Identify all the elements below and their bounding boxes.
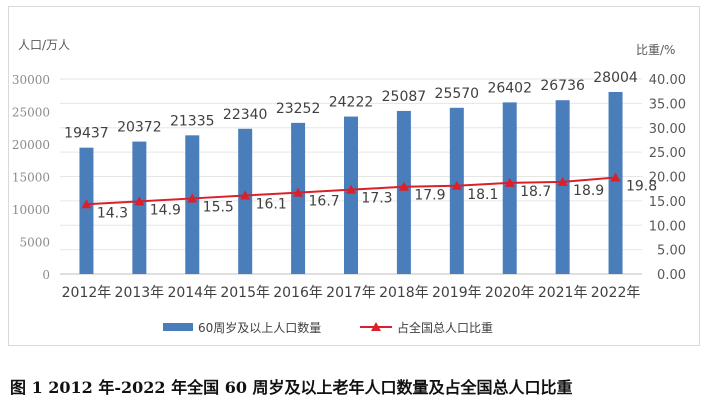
line-marker [81, 199, 92, 209]
left-tick-label: 25000 [12, 106, 50, 120]
bar [449, 107, 464, 274]
line-marker [610, 172, 621, 182]
bar [132, 141, 147, 274]
bar [291, 122, 306, 274]
bar-data-label: 19437 [64, 126, 109, 142]
bar-data-label: 21335 [170, 113, 215, 129]
x-tick-label: 2013年 [115, 285, 165, 301]
line-marker [240, 190, 251, 200]
line-marker [293, 187, 304, 197]
chart-frame [8, 6, 700, 346]
line-data-label: 18.1 [467, 187, 498, 203]
bar-data-label: 26736 [540, 78, 585, 94]
line-marker [134, 196, 145, 206]
legend-line-marker [371, 322, 381, 331]
line-marker [504, 177, 515, 187]
x-tick-label: 2018年 [379, 285, 429, 301]
line-data-label: 14.9 [150, 202, 181, 218]
left-tick-label: 30000 [12, 73, 50, 87]
legend-bar-label: 60周岁及以上人口数量 [198, 320, 321, 335]
bar-data-label: 24222 [329, 95, 374, 111]
x-tick-label: 2012年 [62, 285, 112, 301]
x-tick-label: 2019年 [432, 285, 482, 301]
bar-data-label: 22340 [223, 107, 268, 123]
line-data-label: 15.5 [203, 199, 234, 215]
x-tick-label: 2022年 [591, 285, 641, 301]
right-tick-label: 5.00 [657, 244, 686, 259]
legend-line-label: 占全国总人口比重 [397, 320, 493, 335]
bar-data-label: 25570 [435, 86, 480, 102]
bar-data-label: 26402 [487, 80, 532, 96]
left-tick-label: 0 [42, 268, 50, 282]
legend-bar-swatch [163, 323, 193, 331]
right-tick-label: 30.00 [649, 122, 686, 137]
line-marker [557, 176, 568, 186]
bar [608, 91, 623, 274]
line-data-label: 16.7 [309, 194, 340, 210]
right-tick-label: 35.00 [649, 97, 686, 112]
line-data-label: 18.9 [573, 183, 604, 199]
line-data-label: 16.1 [256, 197, 287, 213]
right-axis-title: 比重/% [636, 43, 675, 57]
bar-data-label: 28004 [593, 70, 638, 86]
bar [344, 116, 358, 274]
line-data-label: 19.8 [626, 178, 657, 194]
bar [555, 100, 570, 274]
right-tick-label: 0.00 [657, 268, 686, 283]
bar-data-label: 25087 [382, 89, 427, 105]
left-axis-title: 人口/万人 [18, 38, 70, 52]
left-tick-label: 10000 [12, 203, 50, 217]
combo-chart: 0.00 5.00 10.00 15.00 20.00 25.00 30.00 35.00 40… [12, 38, 686, 335]
bar [238, 128, 253, 274]
bar [79, 147, 94, 274]
figure-caption: 图 1 2012 年-2022 年全国 60 周岁及以上老年人口数量及占全国总人… [10, 378, 573, 397]
line-marker [398, 181, 409, 191]
left-tick-label: 5000 [19, 236, 50, 250]
left-tick-label: 15000 [12, 171, 50, 185]
right-tick-label: 25.00 [649, 146, 686, 161]
bar [502, 102, 517, 275]
line-marker [346, 184, 356, 194]
bar [396, 110, 411, 274]
line-data-label: 18.7 [520, 184, 551, 200]
x-tick-label: 2015年 [220, 285, 270, 301]
left-tick-label: 20000 [12, 138, 50, 152]
line-data-label: 14.3 [97, 205, 128, 221]
bar-data-label: 23252 [276, 101, 321, 117]
x-tick-label: 2021年 [538, 285, 588, 301]
right-tick-label: 20.00 [649, 171, 686, 186]
x-tick-label: 2020年 [485, 285, 535, 301]
line-marker [187, 193, 198, 203]
right-tick-label: 10.00 [649, 219, 686, 234]
line-data-label: 17.3 [361, 191, 392, 207]
x-tick-label: 2014年 [167, 285, 217, 301]
x-tick-label: 2016年 [273, 285, 323, 301]
line-data-label: 17.9 [414, 188, 445, 204]
right-tick-label: 15.00 [649, 195, 686, 210]
bar-data-label: 20372 [117, 120, 162, 136]
bar [185, 135, 200, 274]
x-tick-label: 2017年 [326, 285, 376, 301]
right-tick-label: 40.00 [649, 73, 686, 88]
line-marker [451, 180, 462, 190]
